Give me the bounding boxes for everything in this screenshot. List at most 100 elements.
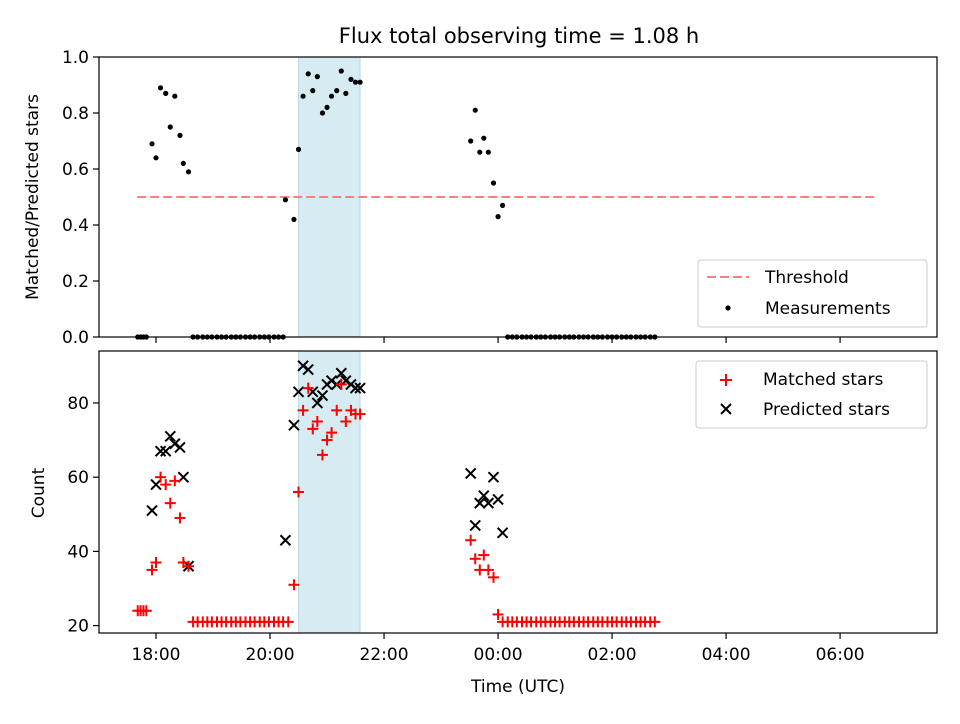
y-tick-label: 40 <box>67 542 89 562</box>
matched-star-point <box>321 434 333 446</box>
bottom-y-ticks: 20 40 60 80 <box>67 394 99 637</box>
matched-star-point <box>150 557 162 568</box>
measurement-point <box>300 93 306 99</box>
bottom-x-ticks: 18:00 20:00 22:00 00:00 02:00 04:00 06:00 <box>132 633 865 665</box>
measurement-point <box>338 68 344 74</box>
predicted-star-point <box>164 430 176 443</box>
measurement-point <box>185 169 192 175</box>
legend-predicted-swatch <box>720 403 732 415</box>
measurement-point <box>149 141 155 147</box>
predicted-star-point <box>325 374 338 387</box>
y-tick-label: 1.0 <box>62 48 89 68</box>
matched-star-point <box>326 427 338 439</box>
matched-star-point <box>140 605 152 617</box>
predicted-star-point <box>279 534 292 546</box>
predicted-star-point <box>478 490 490 502</box>
measurement-point <box>495 214 501 220</box>
predicted-star-point <box>469 519 481 532</box>
predicted-star-point <box>349 382 362 394</box>
matched-star-point <box>482 564 494 576</box>
measurement-point <box>472 107 478 113</box>
x-tick-label: 04:00 <box>702 645 751 665</box>
predicted-star-point <box>150 478 162 491</box>
matched-star-point <box>297 404 309 416</box>
measurement-point <box>328 93 335 99</box>
x-tick-label: 06:00 <box>816 645 865 665</box>
y-tick-label: 80 <box>67 394 89 414</box>
legend-matched-label: Matched stars <box>763 370 883 390</box>
predicted-star-point <box>159 445 172 457</box>
predicted-star-point <box>487 471 500 483</box>
top-panel: 0.0 0.2 0.4 0.6 0.8 1.0 Matched/Predicted sta… <box>23 48 938 348</box>
y-tick-label: 0.4 <box>62 216 89 236</box>
chart-title: Flux total observing time = 1.08 h <box>339 24 699 48</box>
measurement-point <box>319 110 326 116</box>
bottom-legend-box <box>695 360 928 429</box>
measurement-point <box>352 79 359 85</box>
matched-star-point <box>293 486 305 498</box>
legend-matched-swatch <box>720 374 732 386</box>
matched-star-point <box>307 423 319 435</box>
legend-threshold-label: Threshold <box>764 268 849 288</box>
legend-predicted-label: Predicted stars <box>763 400 890 420</box>
measurement-point <box>157 85 164 91</box>
matched-star-point <box>302 382 314 394</box>
y-tick-label: 0.8 <box>62 104 89 124</box>
matched-star-point <box>335 378 347 390</box>
bottom-y-axis-label: Count <box>29 467 49 518</box>
matched-stars-points <box>132 378 661 628</box>
top-axes-frame <box>98 56 938 338</box>
predicted-star-point <box>496 527 509 539</box>
predicted-star-point <box>169 438 181 450</box>
matched-star-point <box>155 471 167 483</box>
top-x-ticks <box>155 337 841 343</box>
measurement-point <box>177 132 183 138</box>
y-tick-label: 60 <box>67 468 89 488</box>
matched-star-point <box>465 534 477 546</box>
top-legend-box <box>697 259 928 328</box>
measurement-point <box>485 149 491 155</box>
matched-star-point <box>282 616 294 628</box>
measurement-point <box>282 197 289 203</box>
predicted-star-point <box>354 382 366 394</box>
measurement-point <box>490 180 497 186</box>
predicted-star-point <box>302 363 314 376</box>
predicted-star-point <box>288 419 300 431</box>
measurement-point <box>291 216 297 222</box>
predicted-star-point <box>154 445 167 457</box>
predicted-star-point <box>316 389 329 402</box>
matched-star-point <box>311 416 323 427</box>
measurement-point <box>477 149 483 155</box>
bottom-axes-frame <box>98 350 938 634</box>
y-tick-label: 20 <box>67 617 89 637</box>
measurement-point <box>324 104 330 110</box>
matched-star-point <box>331 404 343 416</box>
legend-measurements-swatch <box>725 305 731 311</box>
matched-star-point <box>316 449 328 461</box>
predicted-star-point <box>492 493 504 506</box>
measurement-point <box>172 93 178 99</box>
measurement-point <box>167 124 173 130</box>
matched-star-point <box>174 512 186 524</box>
x-tick-label: 00:00 <box>474 645 523 665</box>
top-y-ticks: 0.0 0.2 0.4 0.6 0.8 1.0 <box>62 48 99 348</box>
measurement-point <box>153 155 159 161</box>
matched-star-point <box>354 408 366 420</box>
measurement-point <box>310 88 316 94</box>
measurement-point <box>343 90 349 96</box>
x-tick-label: 02:00 <box>588 645 637 665</box>
measurement-point <box>314 74 320 80</box>
x-tick-label: 22:00 <box>360 645 409 665</box>
y-tick-label: 0.0 <box>62 328 89 348</box>
predicted-star-point <box>474 497 486 509</box>
predicted-star-point <box>292 386 305 398</box>
measurement-point <box>357 79 363 85</box>
top-legend: Threshold Measurements <box>697 259 928 328</box>
measurement-point <box>305 71 311 77</box>
measurement-point <box>468 138 474 144</box>
y-tick-label: 0.2 <box>62 272 89 292</box>
matched-star-point <box>340 416 352 427</box>
matched-star-point <box>164 497 176 509</box>
predicted-star-point <box>335 367 347 379</box>
